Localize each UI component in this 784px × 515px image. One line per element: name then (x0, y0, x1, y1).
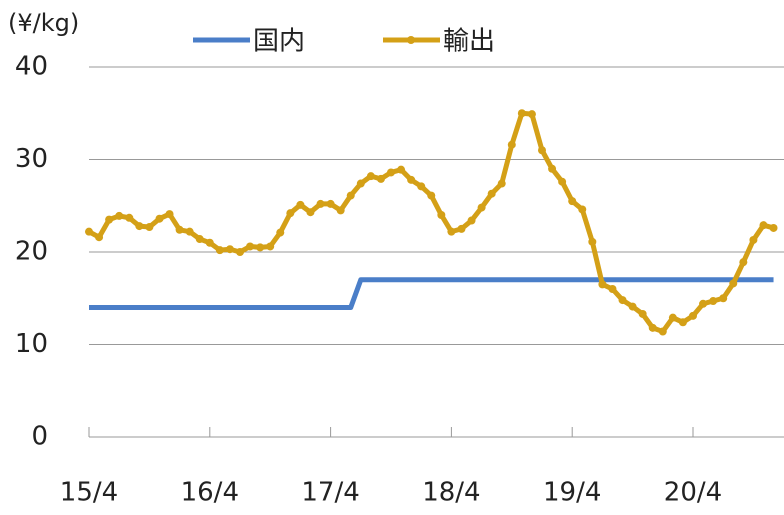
y-tick-label: 20 (15, 237, 48, 267)
point (527, 110, 536, 119)
point (507, 140, 516, 149)
point (256, 243, 265, 252)
point (407, 175, 416, 184)
point (558, 177, 567, 186)
point (578, 205, 587, 214)
point (588, 237, 597, 246)
point (155, 214, 164, 223)
x-tick-label: 17/4 (301, 478, 359, 508)
point (85, 227, 93, 236)
point (376, 174, 385, 183)
point (548, 164, 557, 173)
x-tick-label: 20/4 (664, 478, 722, 508)
point (105, 215, 114, 224)
point (769, 223, 778, 232)
point (568, 197, 577, 206)
point (326, 199, 335, 208)
x-tick-label: 15/4 (60, 478, 118, 508)
point (709, 297, 718, 306)
point (205, 238, 214, 247)
y-tick-label: 0 (31, 422, 48, 452)
point (215, 246, 224, 255)
point (729, 279, 738, 288)
legend-label: 輸出 (443, 27, 495, 57)
point (387, 168, 395, 177)
point (487, 189, 496, 198)
point (447, 227, 456, 236)
point (457, 224, 466, 233)
legend-label: 国内 (253, 27, 305, 57)
point (699, 299, 708, 308)
point (145, 223, 154, 232)
point (165, 210, 174, 219)
y-tick-label: 10 (15, 329, 48, 359)
point (336, 206, 345, 215)
point (366, 172, 375, 181)
point (276, 228, 285, 237)
point (427, 191, 436, 200)
point (517, 109, 526, 118)
point (316, 199, 325, 208)
point (175, 225, 184, 234)
legend-marker (407, 36, 415, 44)
point (266, 242, 275, 251)
point (296, 200, 305, 209)
point (225, 245, 234, 254)
point (638, 309, 647, 318)
point (598, 280, 607, 289)
y-tick-label: 40 (15, 52, 48, 82)
series-line (89, 277, 774, 310)
point (497, 179, 506, 188)
point (749, 235, 758, 244)
point (678, 318, 687, 327)
point (658, 327, 667, 336)
point (538, 146, 546, 155)
y-axis-label: (¥/kg) (8, 9, 79, 37)
point (185, 227, 194, 236)
point (135, 222, 144, 231)
point (437, 211, 446, 219)
point (628, 302, 637, 311)
point (195, 235, 204, 244)
point (397, 165, 406, 174)
point (286, 209, 295, 218)
point (306, 208, 315, 217)
point (115, 211, 124, 220)
point (467, 216, 476, 225)
point (246, 242, 255, 251)
point (125, 213, 134, 222)
point (236, 248, 244, 256)
point (668, 313, 677, 322)
point (618, 296, 627, 305)
point (689, 311, 697, 320)
x-tick-label: 19/4 (543, 478, 601, 508)
point (739, 258, 748, 267)
series-line (87, 110, 775, 335)
point (477, 203, 486, 212)
point (608, 285, 617, 293)
point (95, 233, 104, 242)
point (346, 191, 355, 200)
point (648, 323, 657, 332)
point (417, 182, 426, 191)
point (356, 179, 365, 188)
point (759, 221, 768, 230)
point (719, 294, 728, 303)
y-tick-label: 30 (15, 144, 48, 174)
x-tick-label: 18/4 (422, 478, 480, 508)
x-tick-label: 16/4 (181, 478, 239, 508)
